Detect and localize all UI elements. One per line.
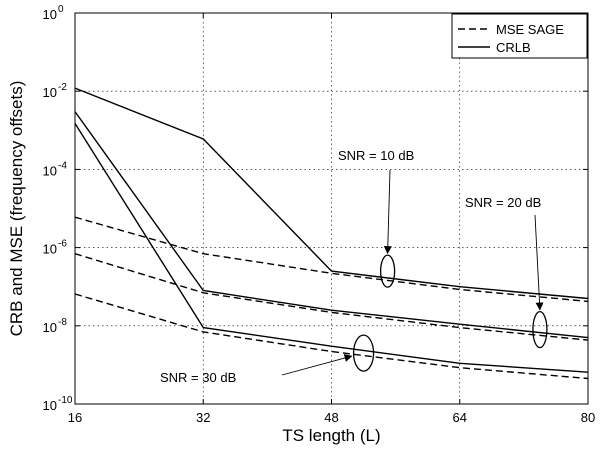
legend-label: CRLB [496, 40, 531, 55]
crlb-line [74, 123, 589, 373]
annotation-ellipse [532, 310, 548, 349]
y-tick-label: 10 -8 [43, 317, 68, 335]
y-tick-label: 10 0 [43, 4, 64, 22]
y-tick-label-exponent: 0 [58, 4, 64, 15]
mse-sage-line [74, 253, 589, 341]
y-tick-label-base: 10 [43, 398, 57, 413]
series-layer [74, 87, 589, 380]
crlb-line [74, 87, 589, 300]
annotation-arrow [281, 354, 353, 376]
annotation-arrow [534, 214, 544, 311]
y-tick-label-exponent: -2 [58, 82, 67, 93]
x-axis-title: TS length (L) [282, 426, 380, 445]
y-tick-label-base: 10 [43, 7, 57, 22]
x-tick-label: 32 [196, 410, 210, 425]
x-tick-label: 48 [324, 410, 338, 425]
crlb-line [74, 111, 589, 339]
y-tick-label: 10 -6 [43, 239, 68, 257]
y-tick-label-base: 10 [43, 85, 57, 100]
y-tick-label: 10 -4 [43, 160, 68, 178]
y-tick-label-exponent: -6 [58, 239, 67, 250]
legend: MSE SAGE CRLB [451, 13, 588, 59]
x-tick-label: 80 [581, 410, 595, 425]
y-axis-title: CRB and MSE (frequency offsets) [7, 81, 26, 337]
x-tick-label: 64 [453, 410, 467, 425]
grid [75, 13, 588, 404]
mse-sage-line [74, 216, 589, 303]
y-tick-label-base: 10 [43, 242, 57, 257]
annotations: SNR = 10 dB SNR = 20 dB SNR = 30 dB [160, 148, 548, 385]
annotation-ellipse [379, 254, 396, 288]
legend-label: MSE SAGE [496, 22, 564, 37]
annotation-label: SNR = 10 dB [338, 148, 414, 163]
y-tick-label-exponent: -10 [58, 395, 73, 406]
y-tick-label-exponent: -8 [58, 317, 67, 328]
y-tick-label: 10 -2 [43, 82, 68, 100]
y-tick-label-base: 10 [43, 320, 57, 335]
annotation-ellipse [352, 334, 375, 372]
mse-sage-line [74, 293, 589, 380]
annotation-label: SNR = 20 dB [465, 195, 541, 210]
y-tick-label: 10 -10 [43, 395, 73, 413]
legend-box [451, 13, 588, 59]
annotation-label: SNR = 30 dB [160, 370, 236, 385]
y-tick-label-base: 10 [43, 163, 57, 178]
y-tick-label-exponent: -4 [58, 160, 67, 171]
annotation-arrow [383, 169, 392, 255]
x-tick-label: 16 [68, 410, 82, 425]
